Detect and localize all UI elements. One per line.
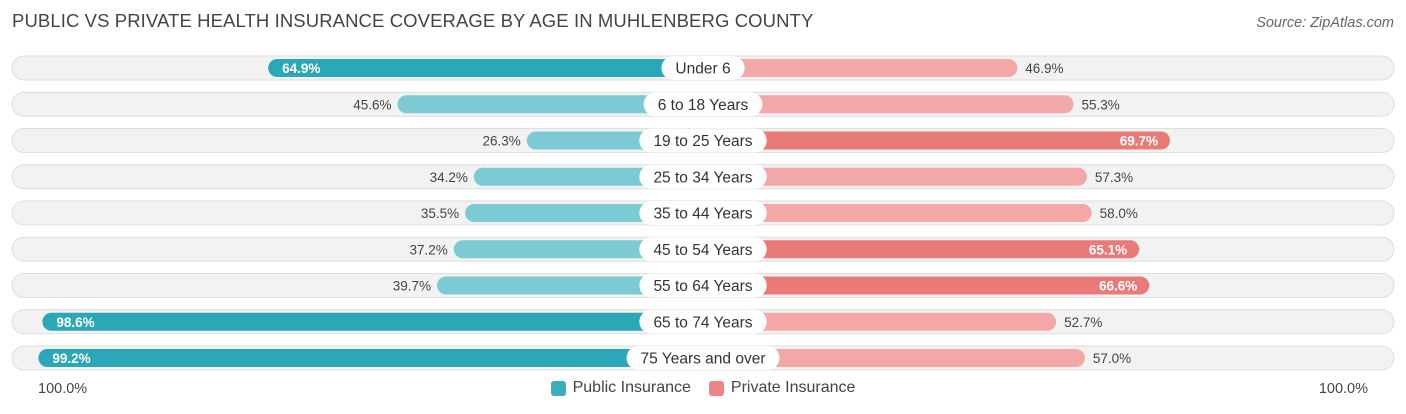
public-value-label: 99.2% [52, 351, 90, 366]
private-bar [703, 240, 1140, 259]
legend-label-public: Public Insurance [572, 379, 691, 396]
axis-left-label: 100.0% [38, 381, 88, 397]
category-label: 45 to 54 Years [653, 242, 752, 259]
public-value-label: 64.9% [282, 61, 320, 76]
category-label: 55 to 64 Years [653, 278, 752, 295]
public-bar [437, 276, 703, 295]
private-bar [703, 276, 1150, 295]
legend-label-private: Private Insurance [730, 379, 856, 396]
category-label: 35 to 44 Years [653, 206, 752, 223]
private-bar [703, 95, 1074, 114]
category-pill [639, 164, 767, 189]
category-label: 25 to 34 Years [653, 169, 752, 186]
public-value-label: 45.6% [353, 97, 391, 112]
category-label: Under 6 [675, 61, 730, 78]
public-value-label: 34.2% [430, 170, 468, 185]
public-value-label: 37.2% [409, 242, 447, 257]
category-pill [639, 237, 767, 262]
public-value-label: 98.6% [56, 315, 94, 330]
category-pill [639, 273, 767, 298]
legend-item-private[interactable]: Private Insurance [708, 379, 856, 397]
category-pill [661, 56, 745, 80]
axis-right-label: 100.0% [1318, 381, 1368, 397]
category-pill [639, 201, 767, 225]
public-bar [42, 312, 703, 331]
category-pill [639, 128, 767, 153]
private-value-label: 65.1% [1089, 242, 1127, 257]
chart-title: PUBLIC VS PRIVATE HEALTH INSURANCE COVER… [12, 10, 814, 31]
private-value-label: 46.9% [1025, 61, 1063, 76]
public-bar [38, 349, 704, 367]
public-bar [268, 59, 703, 77]
private-bar [703, 349, 1085, 367]
category-pill [643, 92, 763, 117]
private-value-label: 66.6% [1099, 279, 1137, 294]
category-pill [639, 309, 767, 334]
private-bar [703, 167, 1087, 186]
legend-item-public[interactable]: Public Insurance [550, 379, 691, 397]
private-value-label: 52.7% [1064, 315, 1102, 330]
public-bar [397, 95, 703, 114]
public-value-label: 35.5% [421, 206, 459, 221]
private-bar [703, 312, 1057, 331]
category-label: 6 to 18 Years [658, 97, 749, 114]
category-label: 75 Years and over [641, 351, 766, 368]
private-value-label: 57.0% [1093, 351, 1131, 366]
private-bar [703, 204, 1092, 222]
private-value-label: 69.7% [1120, 134, 1158, 149]
public-value-label: 39.7% [393, 279, 431, 294]
private-value-label: 55.3% [1082, 97, 1120, 112]
category-pill [626, 346, 780, 370]
source-label: Source: ZipAtlas.com [1256, 15, 1394, 31]
legend-swatch-public [550, 380, 566, 396]
private-bar [703, 131, 1170, 150]
private-value-label: 57.3% [1095, 170, 1133, 185]
legend-swatch-private [708, 380, 724, 396]
legend: Public Insurance Private Insurance [0, 379, 1406, 397]
private-bar [703, 59, 1018, 77]
category-label: 65 to 74 Years [653, 314, 752, 331]
private-value-label: 58.0% [1100, 206, 1138, 221]
category-label: 19 to 25 Years [653, 133, 752, 150]
public-value-label: 26.3% [483, 134, 521, 149]
